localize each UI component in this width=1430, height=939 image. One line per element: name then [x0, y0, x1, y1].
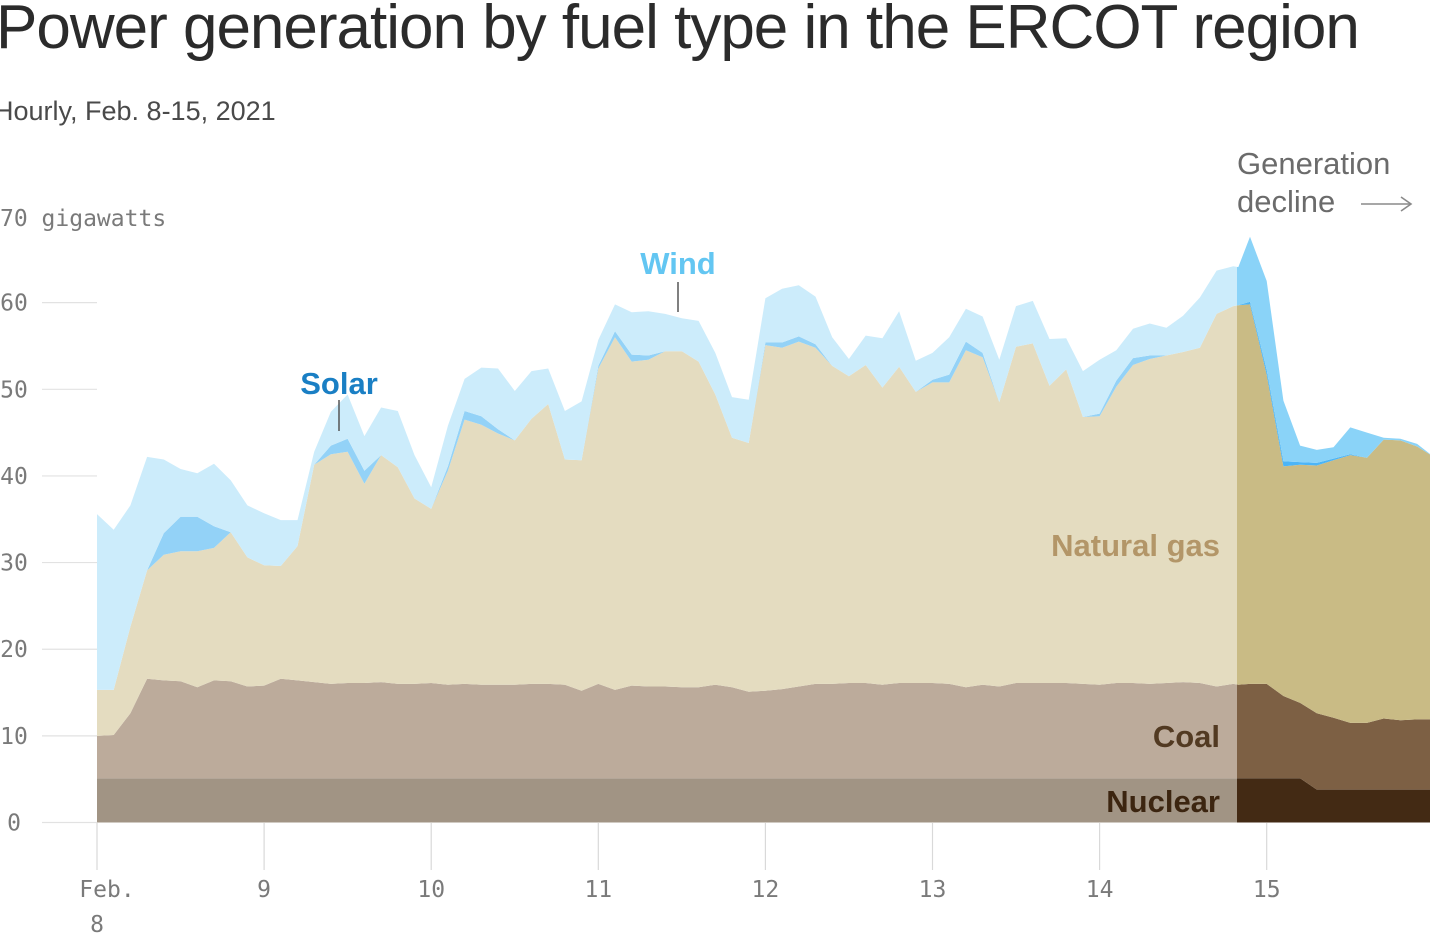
generation-decline-label-line1: Generation: [1237, 146, 1390, 181]
x-tick-label: 12: [752, 877, 780, 903]
wind-area-highlight: [1237, 236, 1430, 463]
x-tick-label: 14: [1086, 877, 1114, 903]
coal-area: [97, 678, 1237, 779]
x-tick-label: 10: [417, 877, 445, 903]
x-axis: Feb. 8 9 10 11 12 13 14 15: [79, 823, 1281, 938]
y-tick-label: 10: [0, 724, 28, 750]
arrow-right-icon: [1361, 196, 1413, 212]
page-title: Power generation by fuel type in the ERC…: [0, 0, 1360, 62]
nuclear-area: [97, 778, 1237, 823]
series-areas-highlight: [1237, 236, 1430, 823]
wind-area: [97, 266, 1237, 690]
x-tick-label: 15: [1253, 877, 1281, 903]
nuclear-label: Nuclear: [1106, 784, 1220, 819]
natural-gas-label: Natural gas: [1051, 528, 1220, 563]
y-tick-label: 50: [0, 377, 28, 403]
nuclear-area-highlight: [1237, 778, 1430, 823]
x-tick-label: 13: [919, 877, 947, 903]
y-tick-label: 30: [0, 551, 28, 577]
coal-area-highlight: [1237, 683, 1430, 790]
y-gridlines: [42, 302, 97, 824]
x-tick-label: 8: [90, 912, 104, 938]
generation-decline-label-line2: decline: [1237, 184, 1335, 219]
coal-label: Coal: [1153, 719, 1220, 754]
x-tick-label: Feb.: [79, 877, 134, 903]
solar-label: Solar: [300, 366, 378, 401]
x-tick-label: 11: [584, 877, 612, 903]
y-tick-labels: 0 10 20 30 40 50 60: [0, 291, 28, 837]
y-tick-label: 60: [0, 291, 28, 317]
wind-label: Wind: [640, 246, 715, 281]
series-areas: [97, 266, 1237, 823]
natural-gas-area: [97, 305, 1237, 736]
y-tick-label: 20: [0, 637, 28, 663]
x-tick-label: 9: [257, 877, 271, 903]
y-axis-unit-label: 70 gigawatts: [0, 206, 166, 232]
page-subtitle: Hourly, Feb. 8-15, 2021: [0, 96, 276, 126]
y-tick-label: 0: [7, 811, 21, 837]
y-tick-label: 40: [0, 464, 28, 490]
natural-gas-area-highlight: [1237, 304, 1430, 723]
